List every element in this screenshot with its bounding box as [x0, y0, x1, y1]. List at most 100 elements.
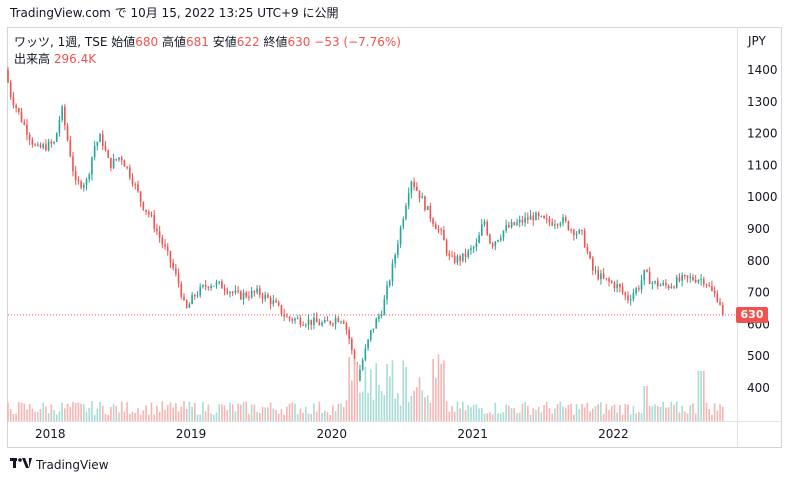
candle-body — [486, 221, 489, 235]
candle-body — [221, 281, 223, 289]
candle-body — [107, 150, 109, 158]
volume-bar — [291, 402, 294, 421]
candle-body — [394, 254, 396, 264]
candle-body — [678, 277, 681, 281]
candle-body — [605, 278, 608, 280]
volume-bar — [150, 402, 153, 421]
candle-body — [188, 304, 191, 308]
volume-bar — [502, 412, 505, 421]
candle-body — [575, 233, 578, 236]
volume-bar — [575, 404, 578, 421]
candle-body — [521, 219, 524, 223]
candle-body — [286, 316, 288, 318]
footer-brand: TradingView — [10, 457, 109, 473]
volume-bar — [34, 411, 36, 421]
x-tick-label: 2018 — [35, 427, 66, 441]
candle-body — [635, 288, 637, 294]
volume-bar — [299, 408, 302, 421]
volume-bar — [648, 405, 651, 421]
x-tick-label: 2019 — [176, 427, 207, 441]
candle-body — [564, 217, 567, 222]
candle-body — [480, 224, 483, 236]
volume-bar — [643, 386, 646, 421]
volume-bar — [310, 414, 313, 421]
candle-body — [156, 228, 158, 232]
volume-bar — [20, 402, 23, 421]
volume-bar — [28, 403, 31, 421]
candle-body — [183, 296, 185, 301]
candle-body — [145, 209, 147, 212]
volume-bar — [329, 414, 331, 421]
candle-body — [215, 282, 218, 286]
candle-body — [218, 281, 220, 283]
candle-body — [9, 82, 12, 97]
volume-bar — [61, 402, 63, 421]
candle-body — [545, 218, 548, 220]
volume-bar — [364, 366, 367, 421]
volume-bar — [296, 414, 299, 421]
volume-bar — [497, 413, 499, 421]
volume-bar — [258, 412, 261, 421]
candle-body — [164, 244, 166, 247]
candle-body — [453, 255, 456, 263]
candle-body — [91, 157, 93, 175]
candle-body — [462, 253, 464, 261]
candle-body — [413, 181, 415, 187]
volume-bar — [594, 406, 597, 421]
candle-body — [702, 279, 705, 285]
candle-body — [359, 369, 361, 381]
y-tick-label: 1200 — [747, 127, 778, 141]
candle-body — [459, 256, 461, 261]
volume-bar — [426, 395, 429, 421]
volume-bar — [302, 412, 304, 421]
candle-body — [74, 171, 77, 181]
x-tick-label: 2020 — [317, 427, 348, 441]
volume-bar — [578, 409, 581, 421]
volume-bar — [72, 401, 74, 421]
volume-bar — [437, 354, 440, 421]
volume-bar — [516, 413, 518, 421]
volume-bar — [345, 400, 348, 421]
volume-bar — [494, 402, 497, 421]
volume-bar — [53, 410, 55, 421]
volume-bar — [654, 404, 656, 421]
volume-bar — [359, 392, 361, 421]
volume-bar — [55, 414, 58, 421]
candle-body — [383, 299, 386, 316]
candle-body — [524, 217, 526, 223]
volume-bar — [69, 406, 72, 421]
volume-bar — [15, 413, 17, 421]
candle-body — [269, 297, 272, 305]
volume-bar — [527, 405, 529, 421]
candle-body — [80, 181, 82, 188]
volume-bar — [429, 402, 432, 421]
candle-body — [158, 231, 161, 238]
candle-body — [172, 262, 174, 269]
candle-body — [231, 292, 234, 294]
candle-body — [175, 268, 177, 274]
candle-body — [318, 322, 321, 326]
candle-body — [483, 221, 486, 225]
volume-bar — [129, 414, 131, 421]
candle-body — [47, 141, 50, 151]
candle-body — [313, 317, 315, 326]
candle-body — [510, 222, 513, 228]
candle-body — [475, 243, 478, 248]
volume-bar — [91, 401, 93, 421]
volume-bar — [646, 386, 648, 421]
candle-body — [299, 318, 302, 325]
volume-bar — [619, 404, 621, 421]
volume-bar — [12, 414, 15, 421]
candle-body — [53, 141, 55, 144]
change-value: −53 (−7.76%) — [314, 35, 401, 49]
volume-bar — [635, 413, 637, 421]
candle-body — [529, 215, 532, 220]
candle-body — [489, 234, 491, 244]
volume-bar — [562, 406, 564, 421]
candle-body — [199, 286, 202, 296]
candle-body — [240, 291, 242, 300]
volume-bar — [410, 396, 413, 421]
candle-body — [112, 158, 115, 169]
candle-body — [532, 215, 535, 221]
volume-bar — [275, 409, 277, 421]
